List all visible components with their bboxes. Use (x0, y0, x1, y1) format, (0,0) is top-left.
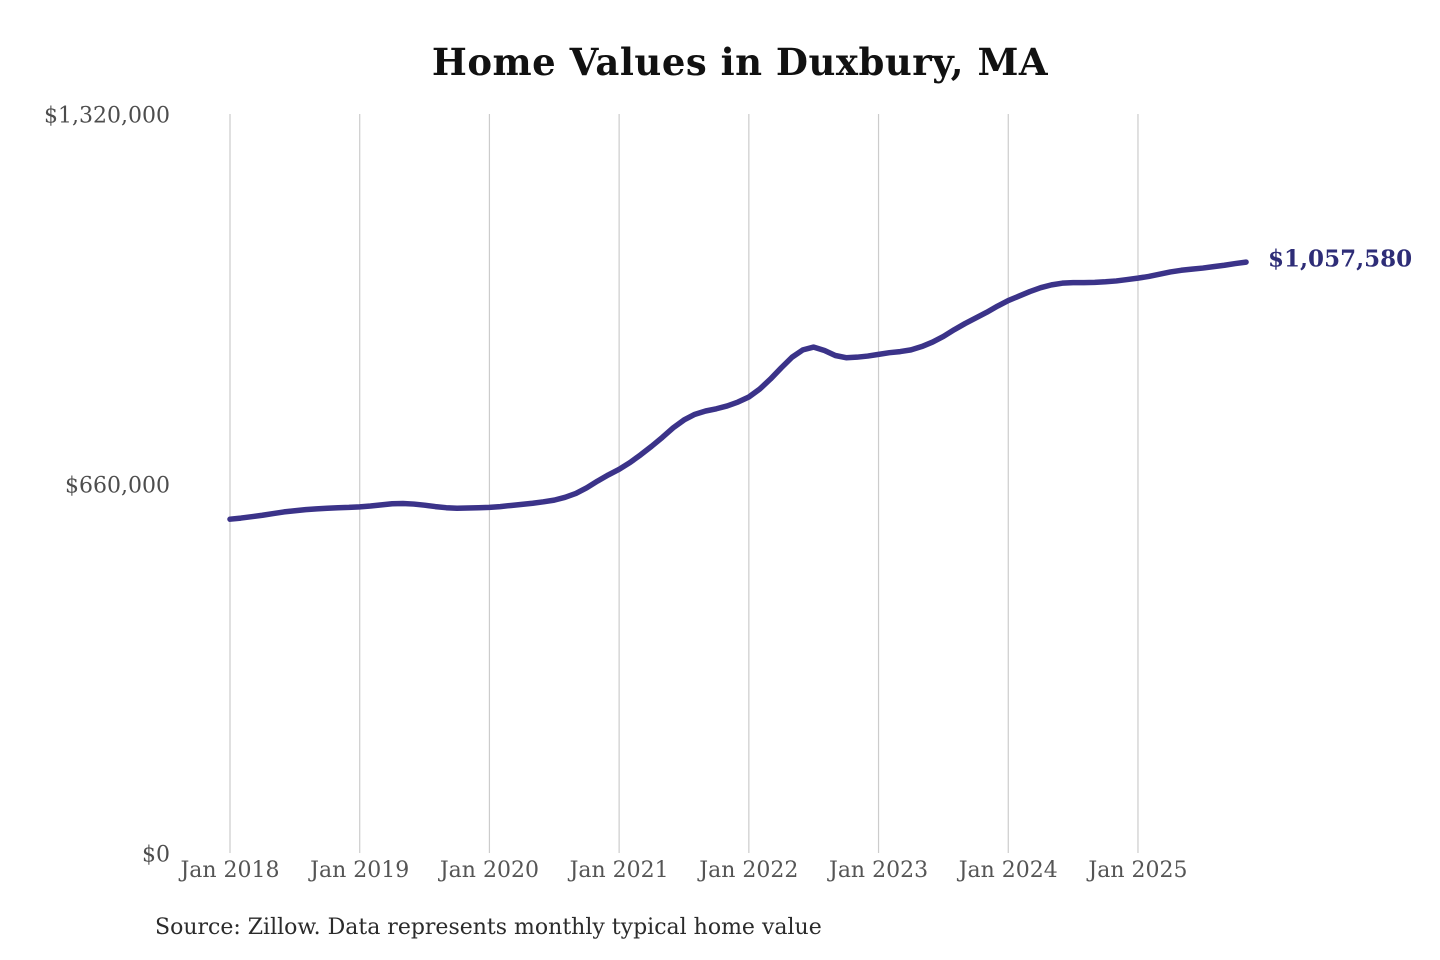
home-value-line (227, 259, 1249, 522)
y-axis-label-mid: $660,000 (65, 473, 170, 499)
x-axis-label: Jan 2024 (958, 858, 1058, 883)
y-axis-label-zero: $0 (142, 842, 170, 868)
x-axis-label: Jan 2020 (439, 858, 539, 883)
x-axis-label: Jan 2025 (1088, 858, 1188, 883)
x-axis-label: Jan 2019 (310, 858, 410, 883)
y-axis-label-max: $1,320,000 (44, 103, 170, 129)
x-axis-label: Jan 2023 (829, 858, 929, 883)
x-axis-label: Jan 2021 (569, 858, 669, 883)
x-axis-label: Jan 2022 (699, 858, 799, 883)
source-note: Source: Zillow. Data represents monthly … (155, 915, 822, 940)
chart-title: Home Values in Duxbury, MA (431, 40, 1049, 84)
x-axis-label: Jan 2018 (180, 858, 280, 883)
latest-value-label: $1,057,580 (1268, 245, 1413, 273)
